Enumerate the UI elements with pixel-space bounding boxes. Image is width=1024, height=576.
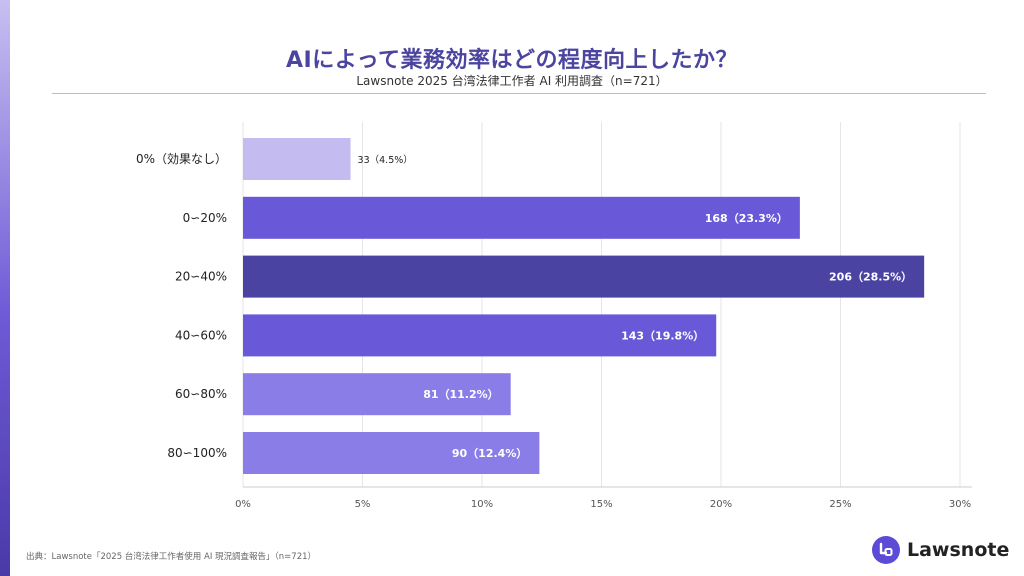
bar xyxy=(243,196,800,239)
value-label: 81（11.2%） xyxy=(423,388,498,401)
bar xyxy=(243,373,511,416)
bars xyxy=(243,138,925,474)
bar xyxy=(243,255,925,298)
value-label: 33（4.5%） xyxy=(358,154,413,166)
lawsnote-logo-icon xyxy=(872,536,900,564)
title-divider xyxy=(52,93,986,94)
value-label: 90（12.4%） xyxy=(452,447,527,460)
category-label: 80∽100% xyxy=(167,446,227,460)
chart-title: AIによって業務効率はどの程度向上したか？ xyxy=(286,48,738,73)
value-label: 168（23.3%） xyxy=(705,212,788,225)
grid-lines xyxy=(242,122,972,488)
chart-subtitle: Lawsnote 2025 台湾法律工作者 AI 利用調査（n=721） xyxy=(356,74,668,88)
category-labels: 0%（効果なし） 0∽20% 20∽40% 40∽60% 60∽80% 80∽100% xyxy=(136,151,227,460)
x-tick-label: 30% xyxy=(949,499,971,510)
category-label: 60∽80% xyxy=(175,387,227,401)
category-label: 40∽60% xyxy=(175,328,227,342)
value-label: 143（19.8%） xyxy=(621,329,704,342)
category-label: 20∽40% xyxy=(175,270,227,284)
x-tick-label: 15% xyxy=(590,499,612,510)
source-note: 出典：Lawsnote「2025 台湾法律工作者使用 AI 現況調査報告」（n=… xyxy=(26,552,317,562)
bar xyxy=(243,314,717,357)
x-tick-labels: 0% 5% 10% 15% 20% 25% 30% xyxy=(235,499,971,510)
x-tick-label: 0% xyxy=(235,499,251,510)
x-tick-label: 25% xyxy=(829,499,851,510)
x-tick-label: 10% xyxy=(471,499,493,510)
x-tick-label: 5% xyxy=(355,499,371,510)
brand-name: Lawsnote xyxy=(907,539,1010,561)
bar xyxy=(243,432,540,474)
bar xyxy=(243,138,351,180)
value-label: 206（28.5%） xyxy=(829,271,912,284)
value-labels: 33（4.5%） 168（23.3%） 206（28.5%） 143（19.8%） 81… xyxy=(358,154,913,460)
category-label: 0%（効果なし） xyxy=(136,151,227,166)
left-accent-stripe xyxy=(0,0,10,576)
category-label: 0∽20% xyxy=(183,211,227,225)
brand-logo: Lawsnote xyxy=(872,535,1009,565)
x-tick-label: 20% xyxy=(710,499,732,510)
